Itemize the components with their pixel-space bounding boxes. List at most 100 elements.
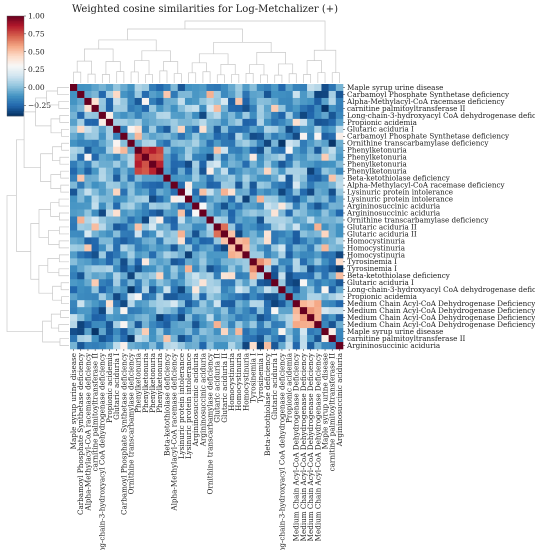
heatmap-cell — [156, 314, 164, 322]
heatmap-cell — [98, 300, 107, 308]
heatmap-cell — [235, 216, 243, 224]
heatmap-cell — [163, 237, 171, 245]
heatmap-cell — [263, 118, 272, 127]
heatmap-cell — [206, 167, 214, 175]
heatmap-cell — [70, 209, 78, 217]
heatmap-cell — [321, 314, 329, 322]
heatmap-cell — [285, 307, 294, 315]
heatmap-cell — [192, 342, 200, 350]
heatmap-cell — [249, 321, 258, 329]
heatmap-cell — [141, 244, 150, 252]
heatmap-cell — [285, 335, 294, 343]
heatmap-cell — [314, 160, 322, 168]
heatmap-cell — [98, 97, 107, 106]
heatmap-cell — [113, 97, 121, 106]
heatmap-cell — [98, 125, 107, 134]
column-label: carnitine palmitoyltransferase II — [91, 353, 100, 472]
heatmap-cell — [105, 328, 114, 336]
heatmap-cell — [84, 279, 92, 287]
heatmap-cell — [263, 335, 272, 343]
heatmap-cell — [228, 167, 236, 175]
heatmap-cell — [299, 230, 308, 238]
heatmap-cell — [335, 202, 344, 210]
heatmap-cell — [228, 90, 236, 99]
heatmap-cell — [299, 321, 308, 329]
colorbar-segment — [7, 76, 24, 78]
heatmap-cell — [228, 97, 236, 106]
heatmap-cell — [163, 202, 171, 210]
heatmap-cell — [235, 258, 243, 266]
heatmap-cell — [77, 195, 85, 203]
heatmap-cell — [105, 209, 114, 217]
heatmap-cell — [213, 167, 222, 175]
heatmap-cell — [249, 118, 258, 127]
heatmap-cell — [278, 202, 286, 210]
colorbar-segment — [7, 87, 24, 90]
heatmap-cell — [335, 251, 344, 259]
heatmap-cell — [228, 202, 236, 210]
heatmap-cell — [321, 265, 329, 273]
column-label: Medium Chain Acyl-CoA Dehydrogenase Defi… — [299, 352, 308, 541]
heatmap-cell — [242, 328, 250, 336]
heatmap-cell — [235, 314, 243, 322]
heatmap-cell — [206, 84, 214, 92]
heatmap-cell — [156, 321, 164, 329]
heatmap-cell — [213, 321, 222, 329]
heatmap-cell — [70, 300, 78, 308]
heatmap-cell — [249, 181, 258, 189]
heatmap-cell — [105, 139, 114, 148]
heatmap-cell — [299, 125, 308, 134]
heatmap-cell — [278, 258, 286, 266]
heatmap-cell — [199, 293, 207, 301]
heatmap-cell — [156, 230, 164, 238]
heatmap-cell — [98, 174, 107, 182]
row-label: Beta-ketothiolase deficiency — [347, 174, 451, 183]
heatmap-cell — [271, 90, 279, 99]
heatmap-cell — [235, 139, 243, 148]
colorbar-segment — [7, 62, 24, 65]
heatmap-cell — [163, 258, 171, 266]
heatmap-cell — [249, 293, 258, 301]
heatmap-cell — [70, 314, 78, 322]
heatmap-cell — [321, 230, 329, 238]
heatmap-cell — [141, 237, 150, 245]
heatmap-cell — [192, 195, 200, 203]
heatmap-cell — [105, 279, 114, 287]
heatmap-cell — [263, 209, 272, 217]
heatmap-cell — [134, 125, 143, 134]
heatmap-cell — [249, 286, 258, 294]
dendrogram-link — [231, 74, 240, 83]
heatmap-cell — [307, 125, 315, 134]
dendrogram-link — [202, 71, 211, 83]
dendrogram-link — [38, 209, 51, 238]
heatmap-cell — [156, 118, 164, 127]
heatmap-cell — [91, 314, 100, 322]
heatmap-cell — [192, 216, 200, 224]
heatmap-cell — [120, 139, 128, 148]
heatmap-cell — [206, 125, 214, 134]
heatmap-cell — [141, 104, 150, 113]
colorbar-segment — [7, 104, 24, 107]
heatmap-cell — [263, 146, 272, 155]
heatmap-cell — [163, 195, 171, 203]
heatmap-cell — [105, 216, 114, 224]
heatmap-cell — [263, 202, 272, 210]
dendrogram-link — [101, 74, 110, 83]
heatmap-cell — [127, 258, 135, 266]
colorbar-segment — [7, 16, 24, 18]
heatmap-cell — [256, 237, 265, 245]
heatmap-cell — [328, 209, 337, 217]
heatmap-cell — [113, 153, 121, 162]
colorbar-segment — [7, 56, 24, 58]
dendrogram-link — [87, 73, 96, 83]
heatmap-cell — [70, 328, 78, 336]
heatmap-cell — [249, 153, 258, 162]
heatmap-cell — [177, 125, 186, 134]
heatmap-cell — [84, 223, 92, 231]
heatmap-cell — [163, 286, 171, 294]
heatmap-cell — [249, 300, 258, 308]
heatmap-cell — [149, 307, 157, 315]
heatmap-cell — [156, 153, 164, 162]
row-dendrogram — [6, 87, 69, 346]
heatmap-cell — [170, 104, 179, 113]
